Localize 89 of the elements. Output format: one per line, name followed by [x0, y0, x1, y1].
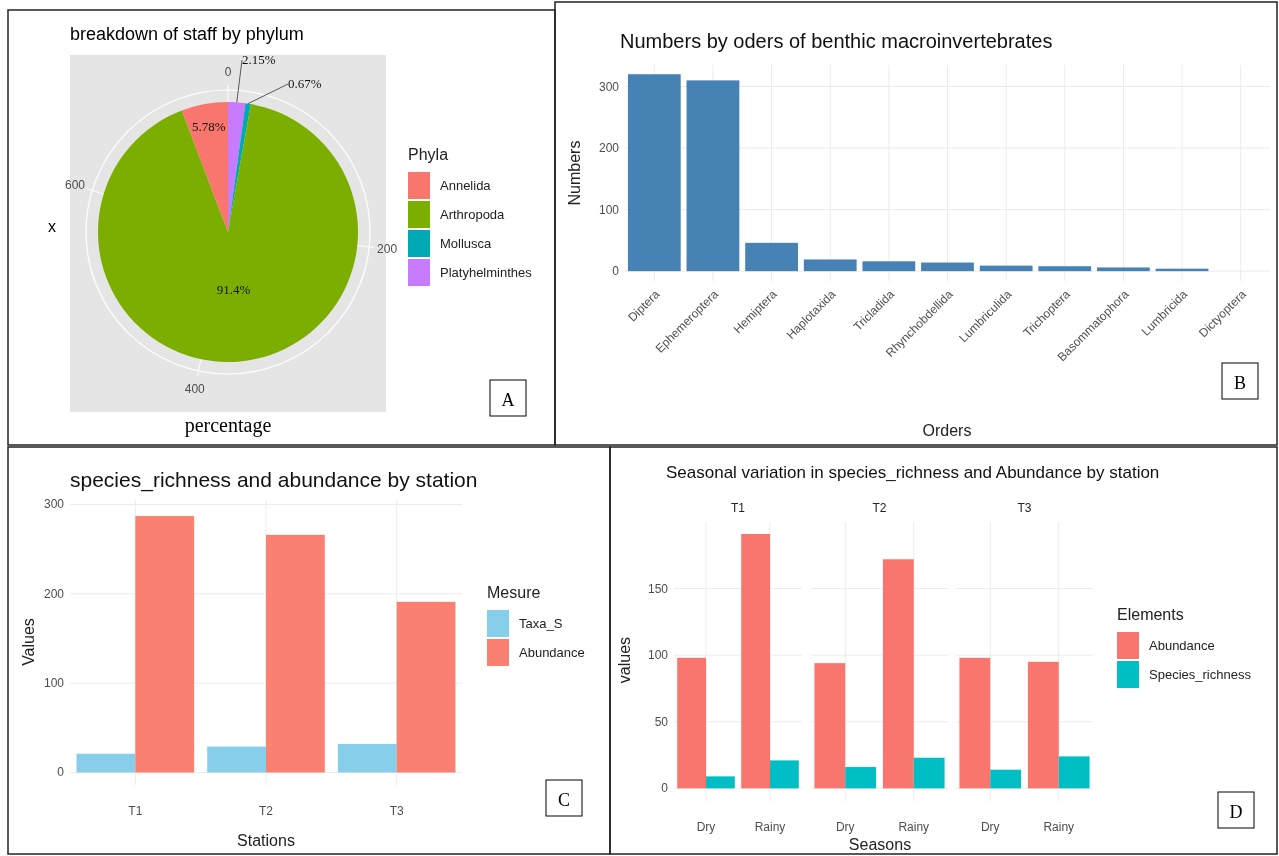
bar: [882, 559, 914, 789]
bar: [745, 242, 798, 272]
x-axis-title: Orders: [922, 422, 972, 439]
legend-label: Abundance: [1149, 638, 1215, 653]
bar: [706, 776, 735, 789]
bar: [686, 80, 740, 272]
pie-slice: [228, 103, 251, 232]
x-tick-label: Rainy: [898, 820, 930, 834]
text: B: [1233, 373, 1247, 393]
text: 0: [224, 65, 232, 79]
bar: [337, 743, 397, 773]
bar: [862, 261, 916, 272]
legend-label: Species_richness: [1149, 667, 1252, 682]
chart-subtitle: T2: [872, 501, 887, 515]
text: A: [501, 390, 515, 410]
y-tick-label: 150: [647, 581, 669, 596]
y-tick-label: 100: [647, 648, 669, 663]
x-tick-label: Dry: [835, 820, 855, 834]
x-axis-title: Seasons: [848, 836, 912, 853]
bar: [627, 74, 681, 272]
y-axis-title: Values: [20, 618, 37, 666]
legend-label: Arthropoda: [440, 207, 506, 222]
bar: [135, 516, 195, 773]
text: x: [48, 218, 56, 235]
y-axis-title: values: [616, 636, 633, 684]
chart-title: species_richness and abundance by station: [70, 468, 478, 492]
legend-title: Phyla: [408, 146, 449, 163]
text: 400: [184, 381, 206, 396]
legend-title: Mesure: [487, 584, 541, 601]
bar: [913, 757, 945, 789]
y-axis-title: Numbers: [566, 140, 583, 206]
text: C: [557, 790, 571, 810]
bar: [979, 265, 1033, 272]
y-tick-label: 0: [612, 264, 620, 279]
x-tick-label: T2: [258, 804, 274, 818]
y-tick-label: 100: [598, 202, 620, 217]
bar: [266, 534, 325, 773]
bar: [207, 746, 266, 773]
data-label: 5.78%: [191, 119, 226, 135]
data-label: 91.4%: [216, 282, 251, 298]
pie-slice: [98, 104, 358, 362]
legend-label: Taxa_S: [519, 616, 563, 631]
bar: [990, 769, 1022, 789]
y-tick-label: 50: [654, 714, 669, 729]
text: percentage: [184, 414, 272, 437]
legend-label: Mollusca: [440, 236, 493, 251]
text: 600: [64, 178, 86, 193]
bar: [1097, 267, 1150, 272]
bar: [959, 657, 991, 789]
chart-title: Numbers by oders of benthic macroinvertebrates: [620, 30, 1053, 52]
bar: [396, 601, 456, 773]
y-tick-label: 300: [598, 79, 620, 94]
chart-title: breakdown of staff by phylum: [70, 24, 304, 44]
bar: [921, 262, 974, 272]
x-tick-label: T1: [128, 804, 143, 818]
bar: [677, 657, 706, 789]
bar: [845, 767, 877, 789]
x-tick-label: Dry: [980, 820, 1000, 834]
bar: [1027, 661, 1059, 789]
bar: [770, 760, 799, 789]
text: 200: [377, 241, 398, 256]
text: Seasonal variation in species_richness and Abundance by station: [666, 463, 1160, 482]
bar: [803, 259, 857, 272]
legend-label: Platyhelminthes: [440, 265, 533, 280]
y-tick-label: 0: [661, 781, 669, 796]
pie-slice: [181, 102, 228, 232]
bar: [1058, 756, 1090, 789]
y-tick-label: 300: [43, 497, 65, 512]
y-tick-label: 100: [43, 676, 65, 691]
bar: [814, 663, 846, 789]
bar: [1038, 266, 1092, 272]
bar: [741, 533, 770, 789]
text: D: [1229, 802, 1243, 822]
bar: [76, 753, 136, 773]
data-label: 0.67%: [288, 76, 322, 91]
y-tick-label: 200: [43, 586, 65, 601]
data-label: 2.15%: [242, 52, 276, 67]
y-tick-label: 200: [598, 141, 620, 156]
chart-subtitle: T3: [1017, 501, 1032, 515]
x-tick-label: Rainy: [1043, 820, 1075, 834]
x-tick-label: Rainy: [754, 820, 786, 834]
legend-label: Annelida: [440, 178, 492, 193]
chart-subtitle: T1: [730, 501, 746, 515]
x-axis-title: Stations: [237, 832, 295, 849]
x-tick-label: Dry: [696, 820, 716, 834]
y-tick-label: 0: [57, 765, 65, 780]
x-tick-label: T3: [389, 804, 404, 818]
legend-title: Elements: [1117, 606, 1184, 623]
legend-label: Abundance: [519, 645, 585, 660]
